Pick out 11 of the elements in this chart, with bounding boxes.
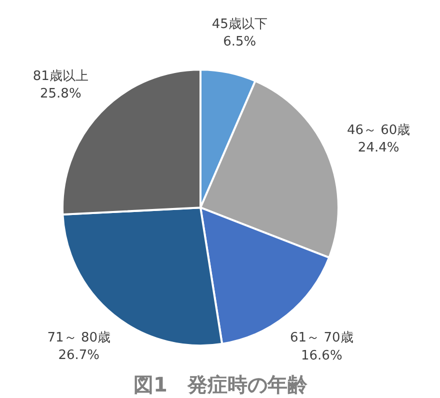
data-label: 25.8% bbox=[40, 86, 82, 102]
text: 図1 発症時の年齢 bbox=[134, 372, 308, 396]
slice-label: 81歳以上 bbox=[32, 68, 88, 84]
data-label: 24.4% bbox=[358, 140, 400, 156]
data-label: 16.6% bbox=[300, 348, 342, 364]
data-label: 26.7% bbox=[58, 348, 100, 363]
slice-label: 71～ 80歳 bbox=[47, 330, 110, 346]
slice-label: 61～ 70歳 bbox=[290, 330, 354, 346]
slice-label: 46～ 60歳 bbox=[346, 122, 410, 138]
data-label: 6.5% bbox=[223, 34, 256, 50]
slice-label: 45歳以下 bbox=[212, 17, 268, 32]
